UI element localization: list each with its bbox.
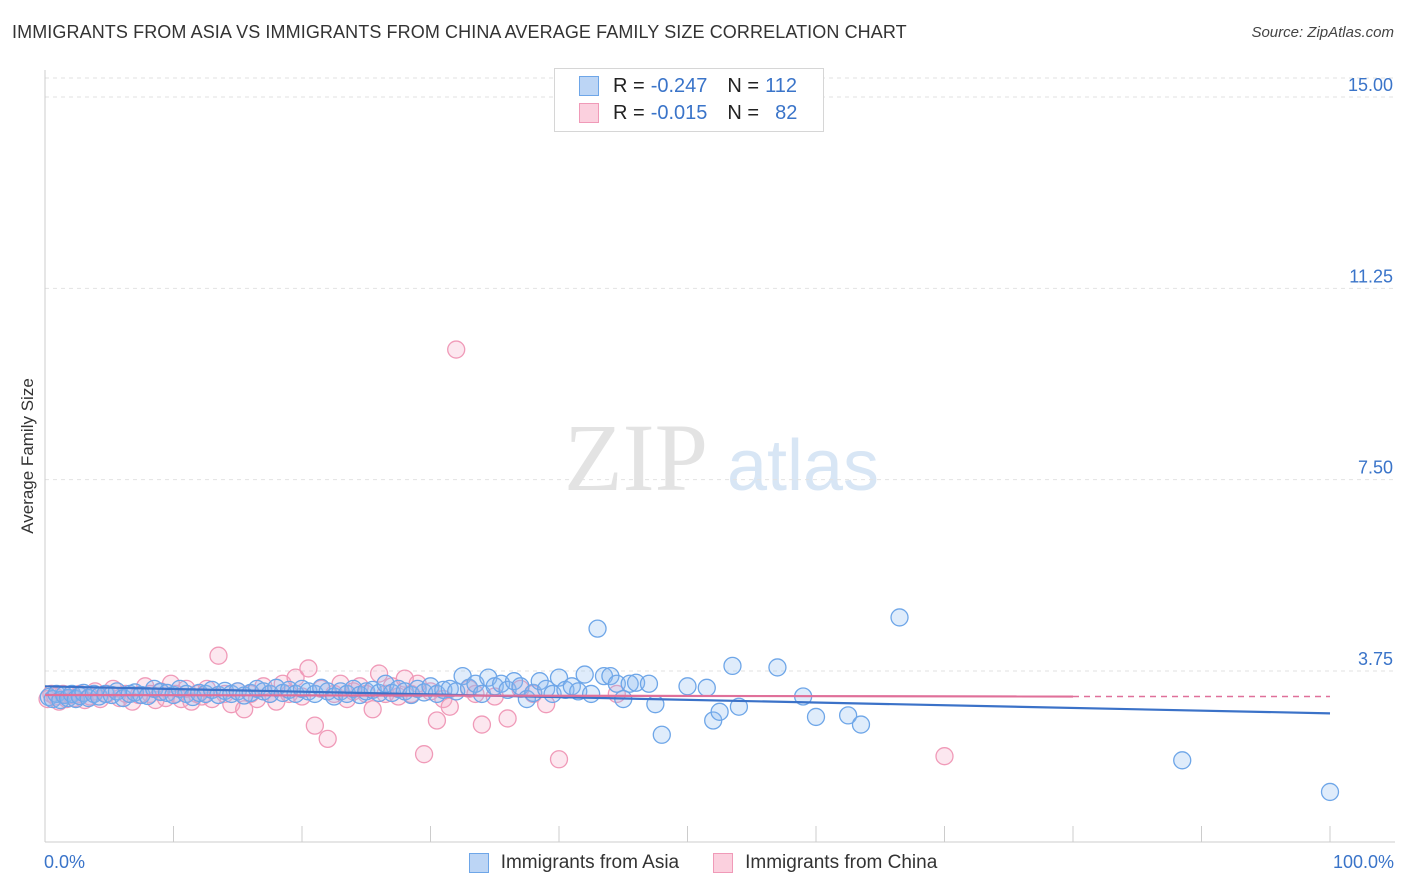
legend-r-label: R = xyxy=(613,101,645,124)
asia-point xyxy=(723,656,742,676)
asia-point xyxy=(768,658,787,677)
asia-point xyxy=(1173,751,1192,770)
legend-r-value-asia: -0.247 xyxy=(650,74,708,97)
legend-r-value-china: -0.015 xyxy=(650,101,708,124)
asia-point xyxy=(607,674,626,693)
asia-point xyxy=(729,697,749,716)
china-series xyxy=(38,340,954,769)
legend-swatch-china xyxy=(579,103,599,123)
watermark-zip: ZIP xyxy=(564,404,708,511)
x-tick-label-min: 0.0% xyxy=(44,852,86,872)
legend-row-china: R = -0.015 N = 82 xyxy=(579,100,797,126)
china-point xyxy=(363,700,382,719)
china-point xyxy=(935,747,954,766)
watermark: ZIP atlas xyxy=(564,404,879,511)
asia-point xyxy=(806,707,826,727)
y-axis-label: Average Family Size xyxy=(18,378,37,534)
china-point xyxy=(305,716,325,735)
chart-title: IMMIGRANTS FROM ASIA VS IMMIGRANTS FROM … xyxy=(12,22,907,42)
legend-swatch-asia xyxy=(468,853,489,873)
asia-point xyxy=(639,674,659,693)
legend-swatch-asia xyxy=(579,76,599,96)
legend-n-label: N = xyxy=(727,101,760,124)
watermark-atlas: atlas xyxy=(727,426,879,506)
legend-label-china: Immigrants from China xyxy=(745,852,938,873)
asia-point xyxy=(652,725,671,744)
china-point xyxy=(299,659,318,678)
legend-swatch-china xyxy=(713,853,734,873)
china-point xyxy=(369,664,389,683)
y-tick-label: 3.75 xyxy=(1358,649,1393,669)
china-point xyxy=(440,697,459,716)
legend-item-china[interactable]: Immigrants from China xyxy=(713,852,937,874)
asia-point xyxy=(620,674,639,693)
asia-point xyxy=(678,677,697,696)
legend-row-asia: R = -0.247 N = 112 xyxy=(579,73,797,99)
china-point xyxy=(414,745,434,764)
asia-trend-line xyxy=(44,685,1331,715)
series-legend: Immigrants from Asia Immigrants from Chi… xyxy=(0,852,1406,874)
legend-label-asia: Immigrants from Asia xyxy=(500,852,680,873)
china-point xyxy=(447,340,466,359)
asia-point xyxy=(890,608,909,627)
asia-point xyxy=(697,678,716,697)
asia-point xyxy=(838,706,858,725)
china-point xyxy=(427,711,447,730)
y-tick-label: 15.00 xyxy=(1348,75,1393,95)
china-point xyxy=(209,646,228,665)
china-point xyxy=(235,700,254,719)
axes xyxy=(44,70,1395,843)
china-point xyxy=(318,729,337,749)
gridlines xyxy=(45,77,1395,672)
asia-point xyxy=(575,665,594,684)
y-tick-labels: 3.75 7.50 11.25 15.00 xyxy=(1348,75,1393,669)
x-tick-label-max: 100.0% xyxy=(1332,852,1394,872)
legend-r-label: R = xyxy=(613,74,645,97)
china-point xyxy=(549,750,569,769)
asia-point xyxy=(626,673,646,692)
legend-n-value-china: 82 xyxy=(775,101,798,124)
y-tick-label: 7.50 xyxy=(1358,458,1393,478)
y-tick-label: 11.25 xyxy=(1349,266,1393,286)
correlation-legend: R = -0.247 N = 112 R = -0.015 N = 82 xyxy=(554,68,824,132)
china-point xyxy=(472,715,492,734)
china-trend-line xyxy=(44,693,1074,698)
legend-n-label: N = xyxy=(727,74,760,97)
china-point xyxy=(498,709,517,728)
asia-point xyxy=(581,684,601,704)
asia-point xyxy=(710,702,729,721)
asia-point xyxy=(851,715,871,734)
asia-point xyxy=(1320,782,1340,802)
legend-n-value-asia: 112 xyxy=(765,74,797,97)
legend-item-asia[interactable]: Immigrants from Asia xyxy=(468,852,680,874)
asia-point xyxy=(588,619,607,638)
trend-lines xyxy=(44,685,1331,715)
source-label: Source: ZipAtlas.com xyxy=(1251,24,1394,41)
